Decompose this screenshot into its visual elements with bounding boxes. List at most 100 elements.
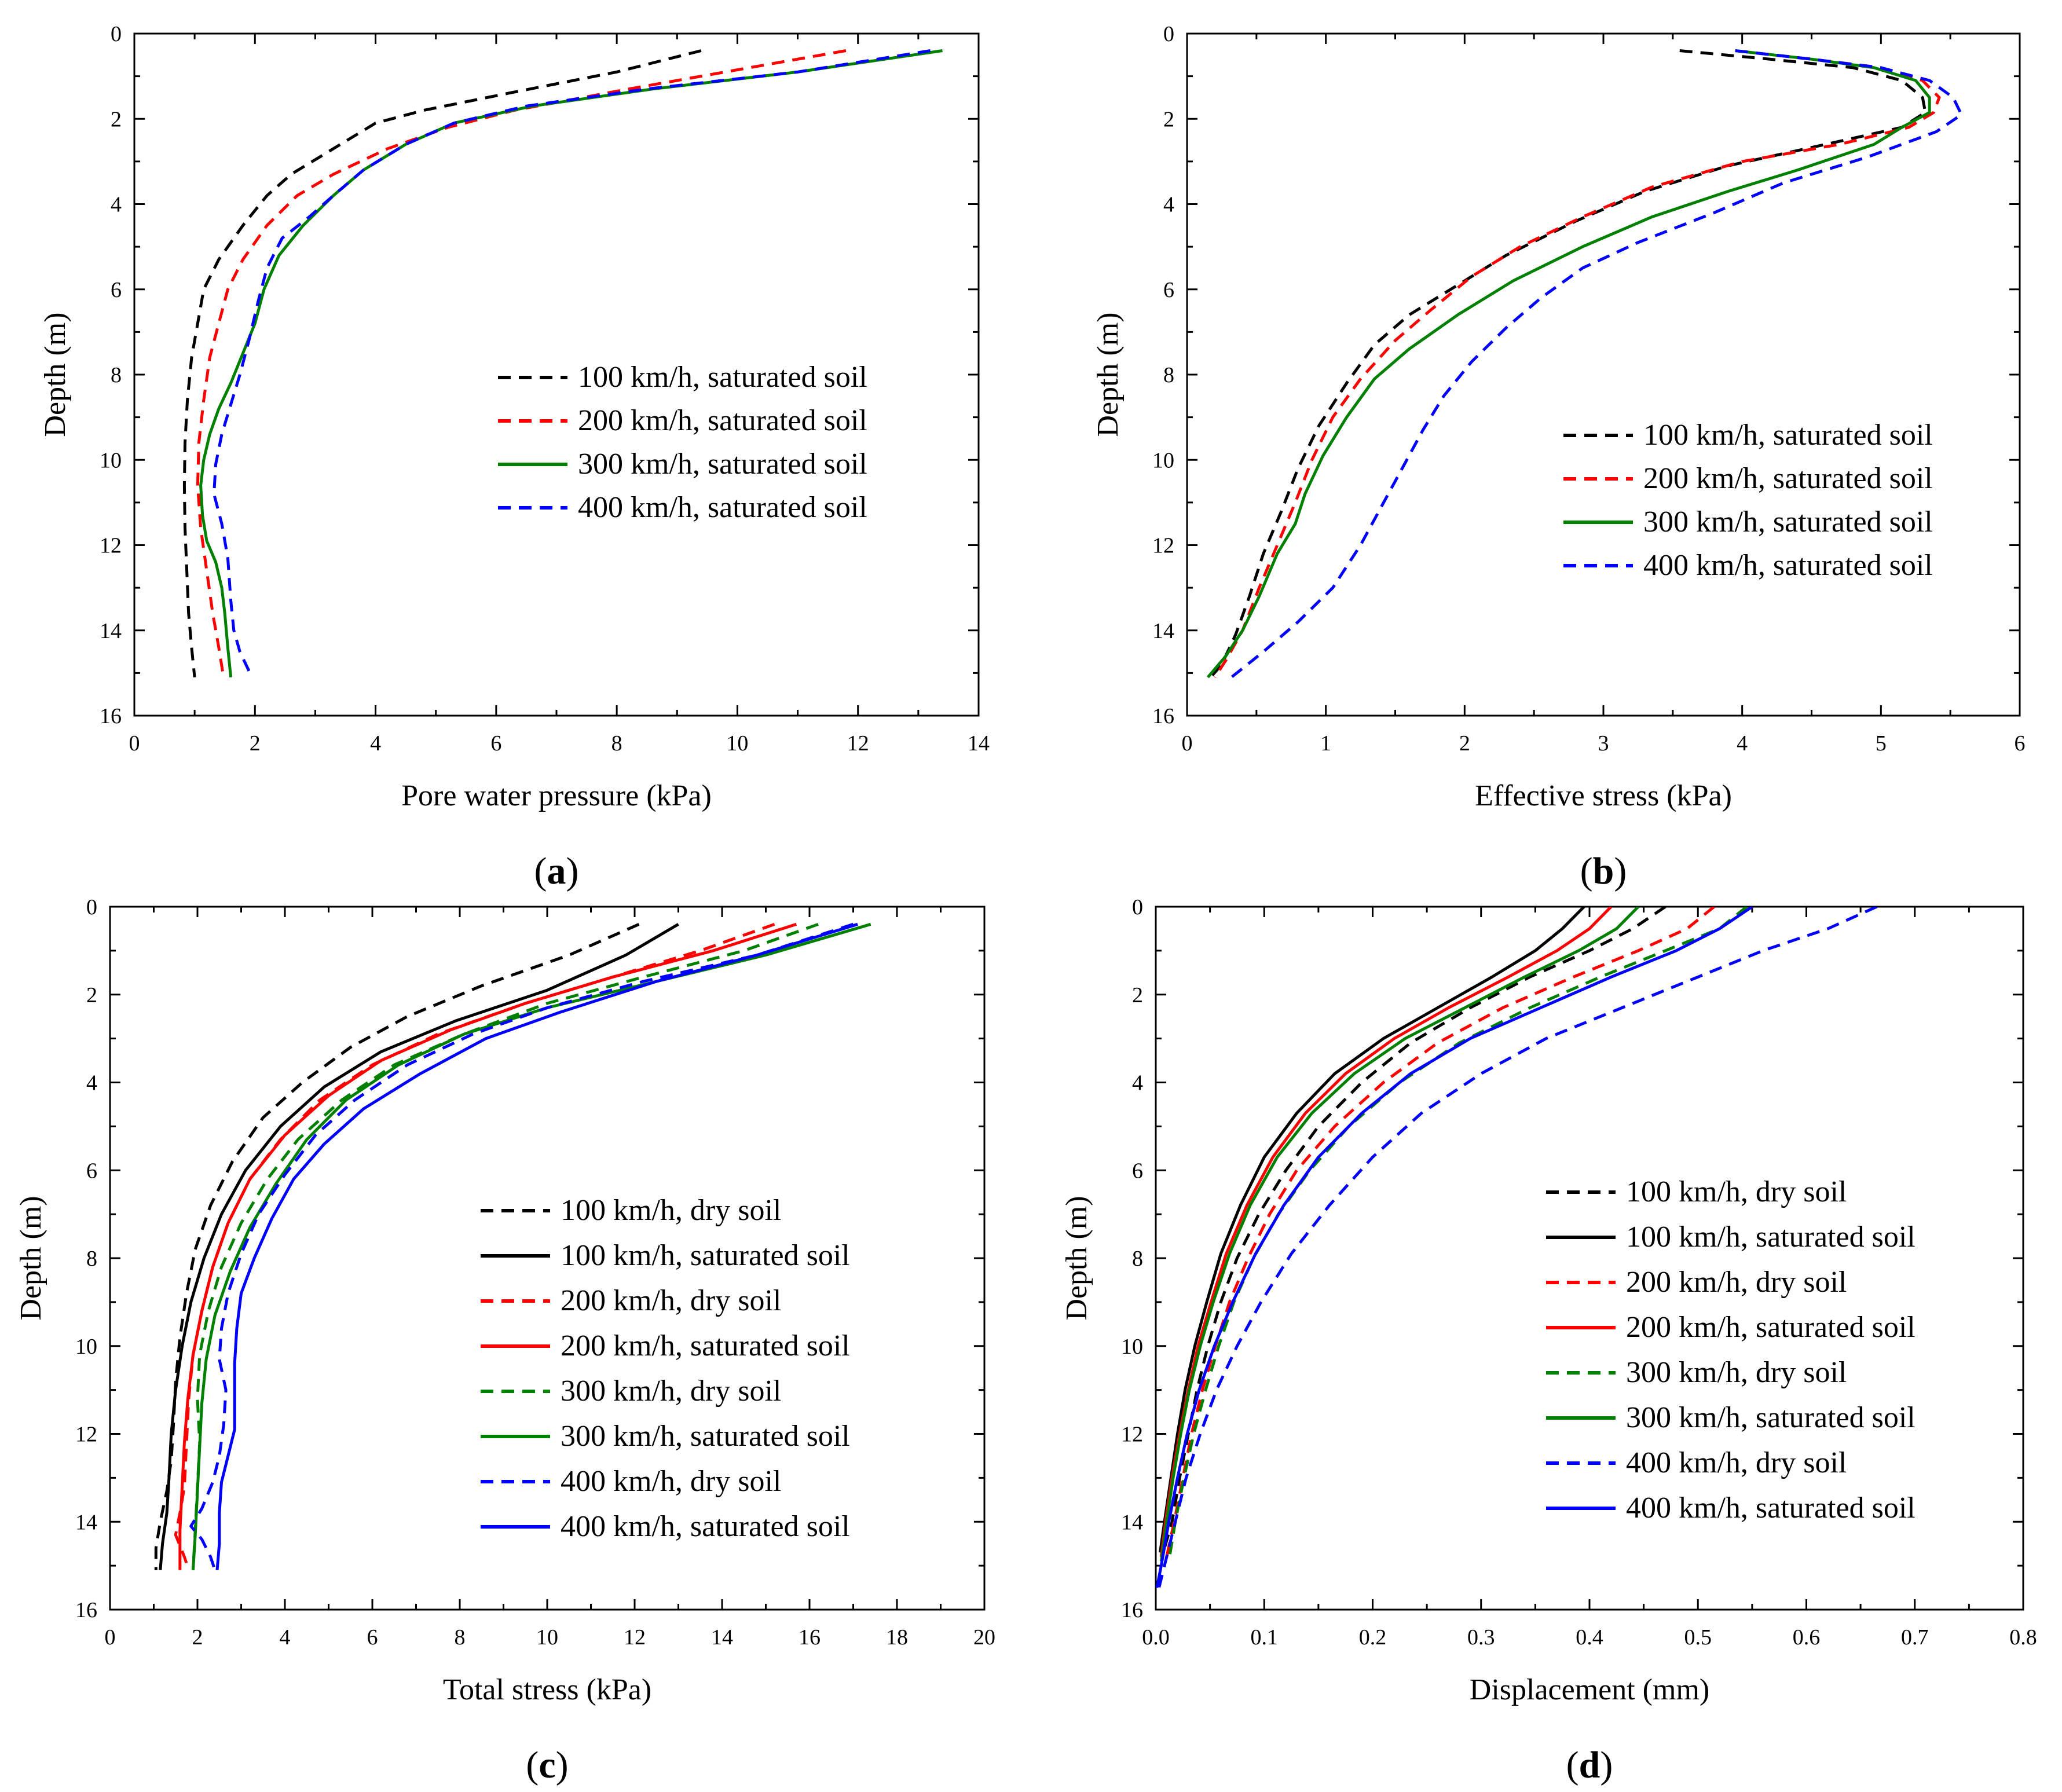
- x-axis-label: Displacement (mm): [1470, 1673, 1709, 1706]
- panel-d: 0.0 0.1 0.2 0.3 0.4 0.5 0.6 0.7 0.8 0 2 4 6 8 10 12 14 16…: [1060, 895, 2037, 1786]
- y-tick-label: 12: [75, 1423, 97, 1447]
- y-tick-label: 12: [1121, 1423, 1143, 1447]
- x-tick-label: 4: [280, 1625, 291, 1650]
- y-axis-label: Depth (m): [39, 312, 72, 437]
- y-tick-label: 8: [86, 1247, 97, 1271]
- legend-label: 200 km/h, dry soil: [561, 1284, 781, 1317]
- y-tick-label: 8: [1163, 363, 1174, 387]
- x-tick-label: 18: [886, 1625, 908, 1650]
- y-tick-label: 2: [86, 983, 97, 1007]
- y-tick-label: 10: [100, 448, 122, 472]
- y-tick-label: 2: [1163, 107, 1174, 131]
- legend-label: 100 km/h, saturated soil: [1626, 1221, 1916, 1254]
- legend-label: 200 km/h, saturated soil: [578, 404, 867, 437]
- y-tick-label: 0: [1163, 22, 1174, 46]
- panel-a: 0 2 4 6 8 10 12 14 0 2 4 6 8 10 12 14 16 Pore water press…: [39, 22, 990, 892]
- x-tick-label: 10: [726, 731, 748, 756]
- y-tick-label: 8: [111, 363, 122, 387]
- legend-label: 300 km/h, saturated soil: [1643, 505, 1933, 538]
- legend-label: 400 km/h, dry soil: [561, 1465, 781, 1498]
- plot-frame: [1186, 32, 2021, 717]
- y-tick-label: 2: [111, 107, 122, 131]
- y-tick-label: 12: [100, 534, 122, 558]
- series-line: [1159, 907, 1585, 1553]
- panel-label: (a): [534, 850, 579, 892]
- panel-label: (c): [526, 1744, 568, 1786]
- legend-label: 200 km/h, saturated soil: [1626, 1311, 1916, 1344]
- y-tick-label: 6: [1163, 278, 1174, 302]
- y-tick-label: 16: [100, 704, 122, 728]
- legend-label: 100 km/h, saturated soil: [578, 361, 867, 394]
- y-tick-label: 0: [86, 895, 97, 919]
- y-tick-label: 6: [86, 1159, 97, 1183]
- y-tick-label: 14: [1152, 619, 1174, 643]
- x-tick-label: 0: [105, 1625, 116, 1650]
- y-tick-label: 12: [1152, 534, 1174, 558]
- legend-label: 300 km/h, dry soil: [1626, 1356, 1847, 1389]
- panel-c: 0 2 4 6 8 10 12 14 16 18 20 0 2 4 6 8 10 12 14 16 Total stre…: [14, 895, 995, 1786]
- y-tick-label: 14: [75, 1510, 97, 1534]
- legend-label: 400 km/h, dry soil: [1626, 1446, 1847, 1479]
- x-tick-label: 2: [1459, 731, 1470, 756]
- x-tick-label: 0.1: [1251, 1625, 1279, 1650]
- x-tick-label: 0.5: [1684, 1625, 1712, 1650]
- y-tick-label: 2: [1132, 983, 1143, 1007]
- x-tick-label: 0.6: [1793, 1625, 1821, 1650]
- x-tick-label: 8: [455, 1625, 466, 1650]
- y-tick-label: 10: [1152, 448, 1174, 472]
- y-tick-label: 6: [111, 278, 122, 302]
- legend-label: 100 km/h, saturated soil: [1643, 419, 1933, 452]
- y-tick-label: 10: [1121, 1335, 1143, 1359]
- x-axis-label: Pore water pressure (kPa): [401, 779, 712, 812]
- y-tick-label: 16: [75, 1598, 97, 1622]
- x-tick-label: 14: [711, 1625, 733, 1650]
- x-tick-label: 4: [370, 731, 381, 756]
- y-tick-label: 0: [1132, 895, 1143, 919]
- x-tick-label: 16: [799, 1625, 821, 1650]
- x-tick-label: 8: [611, 731, 622, 756]
- x-tick-label: 6: [367, 1625, 378, 1650]
- y-tick-label: 10: [75, 1335, 97, 1359]
- x-tick-label: 0.3: [1467, 1625, 1495, 1650]
- series-line: [1156, 907, 1753, 1588]
- panel-label: (b): [1580, 850, 1627, 892]
- series-line: [1165, 907, 1715, 1558]
- y-tick-label: 14: [1121, 1510, 1143, 1534]
- x-tick-label: 10: [536, 1625, 558, 1650]
- series-line: [1206, 49, 1931, 679]
- legend-label: 100 km/h, dry soil: [561, 1194, 781, 1227]
- x-tick-label: 0.8: [2009, 1625, 2037, 1650]
- series-line: [1159, 907, 1640, 1562]
- y-tick-label: 16: [1152, 704, 1174, 728]
- x-tick-label: 2: [192, 1625, 203, 1650]
- series-line: [159, 923, 679, 1570]
- x-tick-label: 4: [1737, 731, 1748, 756]
- y-axis-label: Depth (m): [1092, 312, 1125, 437]
- x-tick-label: 0.4: [1576, 1625, 1603, 1650]
- legend-label: 400 km/h, saturated soil: [1626, 1491, 1916, 1525]
- x-tick-label: 0.2: [1359, 1625, 1387, 1650]
- legend-label: 100 km/h, dry soil: [1626, 1175, 1847, 1208]
- x-tick-label: 2: [250, 731, 261, 756]
- legend-label: 300 km/h, saturated soil: [578, 448, 867, 481]
- legend-label: 300 km/h, saturated soil: [561, 1420, 850, 1453]
- y-tick-label: 4: [86, 1071, 97, 1095]
- x-tick-label: 0: [1182, 731, 1193, 756]
- series-line: [1209, 49, 1927, 679]
- legend-label: 200 km/h, saturated soil: [561, 1329, 850, 1362]
- legend-label: 200 km/h, saturated soil: [1643, 462, 1933, 495]
- x-axis-label: Effective stress (kPa): [1475, 779, 1732, 812]
- series-line: [1230, 49, 1963, 679]
- y-tick-label: 16: [1121, 1598, 1143, 1622]
- series-line: [215, 922, 858, 1570]
- y-tick-label: 14: [100, 619, 122, 643]
- series-line: [178, 922, 797, 1570]
- panel-label: (d): [1566, 1744, 1613, 1786]
- x-tick-label: 5: [1876, 731, 1887, 756]
- plot-frame: [109, 906, 986, 1611]
- x-tick-label: 20: [973, 1625, 995, 1650]
- series-line: [1213, 49, 1941, 679]
- legend-label: 400 km/h, saturated soil: [1643, 549, 1933, 582]
- x-tick-label: 6: [490, 731, 501, 756]
- x-tick-label: 0.0: [1142, 1625, 1170, 1650]
